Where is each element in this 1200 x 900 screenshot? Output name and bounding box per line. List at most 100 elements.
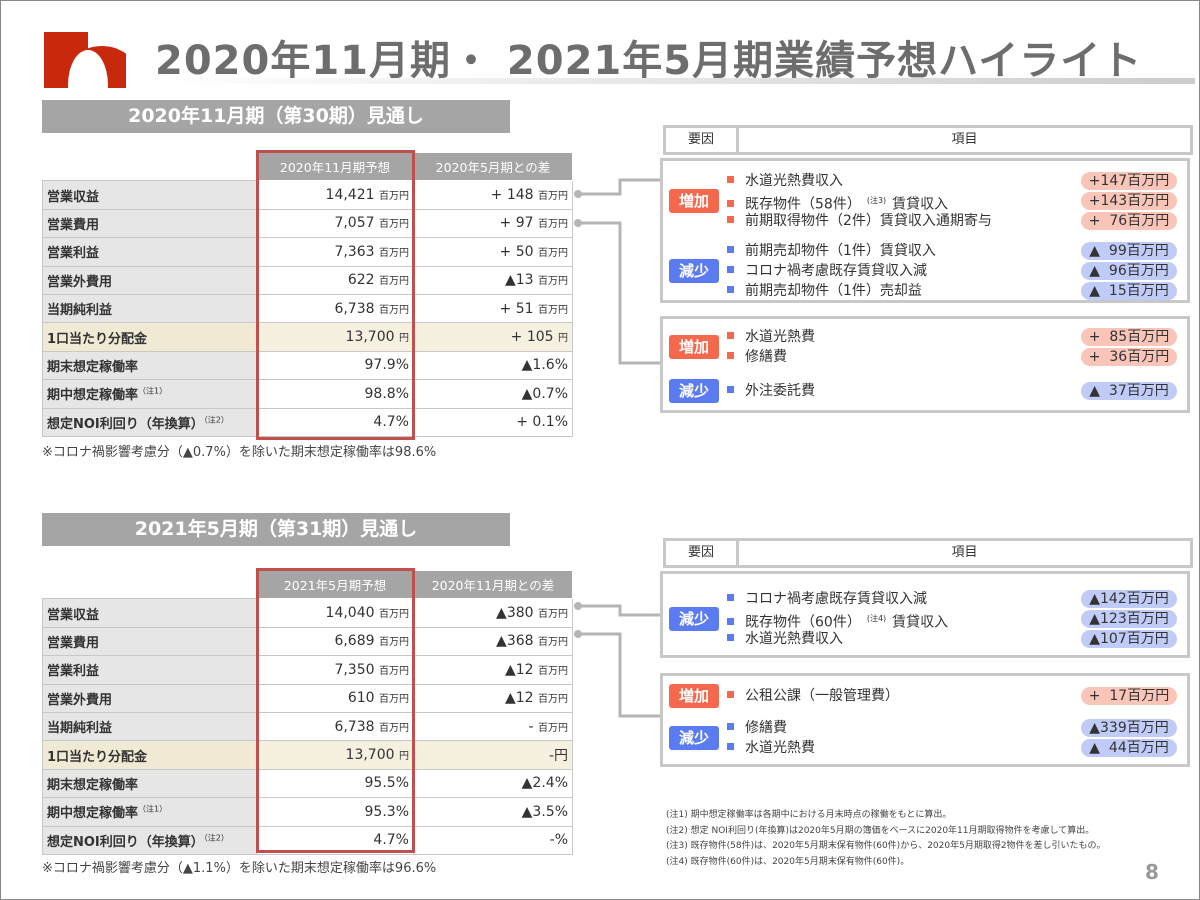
row-label-text: 営業収益 [47,607,100,623]
value-number: 14,040 [325,605,375,622]
diff-number: ▲368 [496,633,534,650]
forecast-value: 13,700 円 [256,740,414,770]
row-label-text: 営業費用 [47,217,100,233]
difference-value: ▲3.5% [413,797,573,827]
row-label: 営業費用 [42,626,257,657]
factor-panel: 増加 公租公課（一般管理費） + 17百万円 減少 修繕費 ▲339百万円 水道光熱費 ▲ 4… [660,673,1190,767]
diff-number: + 50 [499,243,534,260]
factor-item: 水道光熱費 ▲ 44百万円 [727,738,1177,758]
factor-item: 外注委託費 ▲ 37百万円 [727,381,1177,401]
item-amount: ▲ 44百万円 [1081,739,1177,757]
item-amount: + 76百万円 [1081,212,1177,230]
row-label-text: 営業利益 [47,246,100,262]
row-label-text: 営業外費用 [47,274,113,290]
factor-panel: 増加 水道光熱費収入 +147百万円 既存物件（58件） (注3) 賃貸収入 +143百万円… [660,158,1190,303]
diff-number: -円 [548,748,568,765]
difference-value: ▲12 百万円 [413,683,573,713]
column-header: 2020年11月期予想 [256,151,414,182]
diff-number: ▲380 [496,605,534,622]
footnote-4: (注4) 既存物件(60件)は、2020年5月期末保有物件(60件)。 [666,856,910,867]
value-number: 14,421 [325,187,375,204]
row-label-text: 当期純利益 [47,721,113,737]
diff-number: -% [549,832,568,849]
value-unit: 百万円 [379,694,409,706]
factor-item: 前期売却物件（1件）売却益 ▲ 15百万円 [727,281,1177,301]
increase-badge: 増加 [669,335,719,359]
factor-panel: 増加 水道光熱費 + 85百万円 修繕費 + 36百万円 減少 外注委託費 ▲ 37百万円 [660,316,1190,413]
bullet-square-icon [727,617,734,625]
decrease-badge: 減少 [669,379,719,403]
connector-dot [574,190,582,198]
value-number: 4.7% [373,414,409,431]
factor-item: 既存物件（58件） (注3) 賃貸収入 +143百万円 [727,191,1177,213]
table-row: 営業収益 14,421 百万円 + 148 百万円 [42,180,573,210]
table-row: 期中想定稼働率（注1） 95.3% ▲3.5% [42,797,573,827]
decrease-badge: 減少 [669,259,719,283]
diff-unit: 百万円 [538,665,568,677]
diff-number: ▲13 [504,272,534,289]
bullet-square-icon [727,332,734,339]
section-footnote: ※コロナ禍影響考慮分（▲1.1%）を除いた期末想定稼働率は96.6% [42,861,437,876]
row-label-text: 想定NOI利回り（年換算） [47,834,204,850]
diff-number: ▲12 [504,690,534,707]
bullet-square-icon [727,723,734,730]
factor-item: 前期売却物件（1件）賃貸収入 ▲ 99百万円 [727,241,1177,261]
row-label-text: 期中想定稼働率 [47,388,139,404]
forecast-value: 7,350 百万円 [256,655,414,685]
bullet-square-icon [727,266,734,273]
increase-badge: 増加 [669,684,719,708]
item-text: 修繕費 [745,720,787,736]
connector-revenue-2021 [578,604,660,617]
row-label: 当期純利益 [42,293,257,324]
row-label: 当期純利益 [42,711,257,742]
difference-value: + 97 百万円 [413,208,573,239]
item-amount: ▲ 96百万円 [1081,262,1177,280]
item-note: (注4) [866,614,887,623]
item-amount: + 17百万円 [1081,687,1177,705]
item-amount: ▲ 99百万円 [1081,242,1177,260]
connector-revenue-2020 [578,178,660,196]
item-amount: ▲107百万円 [1081,630,1177,648]
value-number: 7,363 [334,243,375,260]
item-text: コロナ禍考慮既存賃貸収入減 [745,263,927,279]
diff-number: ▲0.7% [521,385,568,402]
value-number: 97.9% [364,357,409,374]
difference-value: ▲380 百万円 [413,598,573,628]
item-text: 前期売却物件（1件）売却益 [745,283,922,299]
row-label: 想定NOI利回り（年換算）（注2） [42,407,257,437]
item-text: 外注委託費 [745,383,815,399]
item-text: 水道光熱費収入 [745,631,843,647]
diff-number: ▲1.6% [521,357,568,374]
row-label-text: 1口当たり分配金 [47,749,148,765]
item-text: 水道光熱費 [745,329,815,345]
diff-unit: 円 [558,333,568,345]
decrease-badge: 減少 [669,607,719,631]
difference-value: ▲13 百万円 [413,265,573,295]
footnote-2: (注2) 想定 NOI利回り(年換算)は2020年5月期の簿価をベースに2020… [666,825,1095,836]
value-number: 98.8% [364,385,409,402]
connector-expense-2020 [578,221,660,365]
row-note: （注2） [203,415,229,425]
value-unit: 百万円 [379,304,409,316]
diff-unit: 百万円 [538,219,568,231]
increase-badge: 増加 [669,189,719,213]
forecast-value: 98.8% [256,379,414,409]
value-unit: 円 [399,751,409,763]
section-title: 2021年5月期（第31期）見通し [42,513,510,546]
forecast-value: 4.7% [256,407,414,437]
value-number: 13,700 [345,747,395,764]
diff-unit: 百万円 [538,637,568,649]
item-text: 水道光熱費収入 [745,173,843,189]
table-header-row: 2021年5月期予想 2020年11月期との差 [42,569,573,600]
section-title: 2020年11月期（第30期）見通し [42,100,510,133]
item-amount: ▲339百万円 [1081,719,1177,737]
factor-item: コロナ禍考慮既存賃貸収入減 ▲ 96百万円 [727,261,1177,281]
row-label-text: 期末想定稼働率 [47,777,139,793]
table-row: 営業利益 7,350 百万円 ▲12 百万円 [42,655,573,685]
difference-value: -% [413,825,573,855]
item-text-suffix: 賃貸収入 [892,614,949,631]
row-label-text: 当期純利益 [47,303,113,319]
diff-number: + 0.1% [516,414,568,431]
row-label: 営業収益 [42,180,257,210]
item-text: 修繕費 [745,349,787,365]
